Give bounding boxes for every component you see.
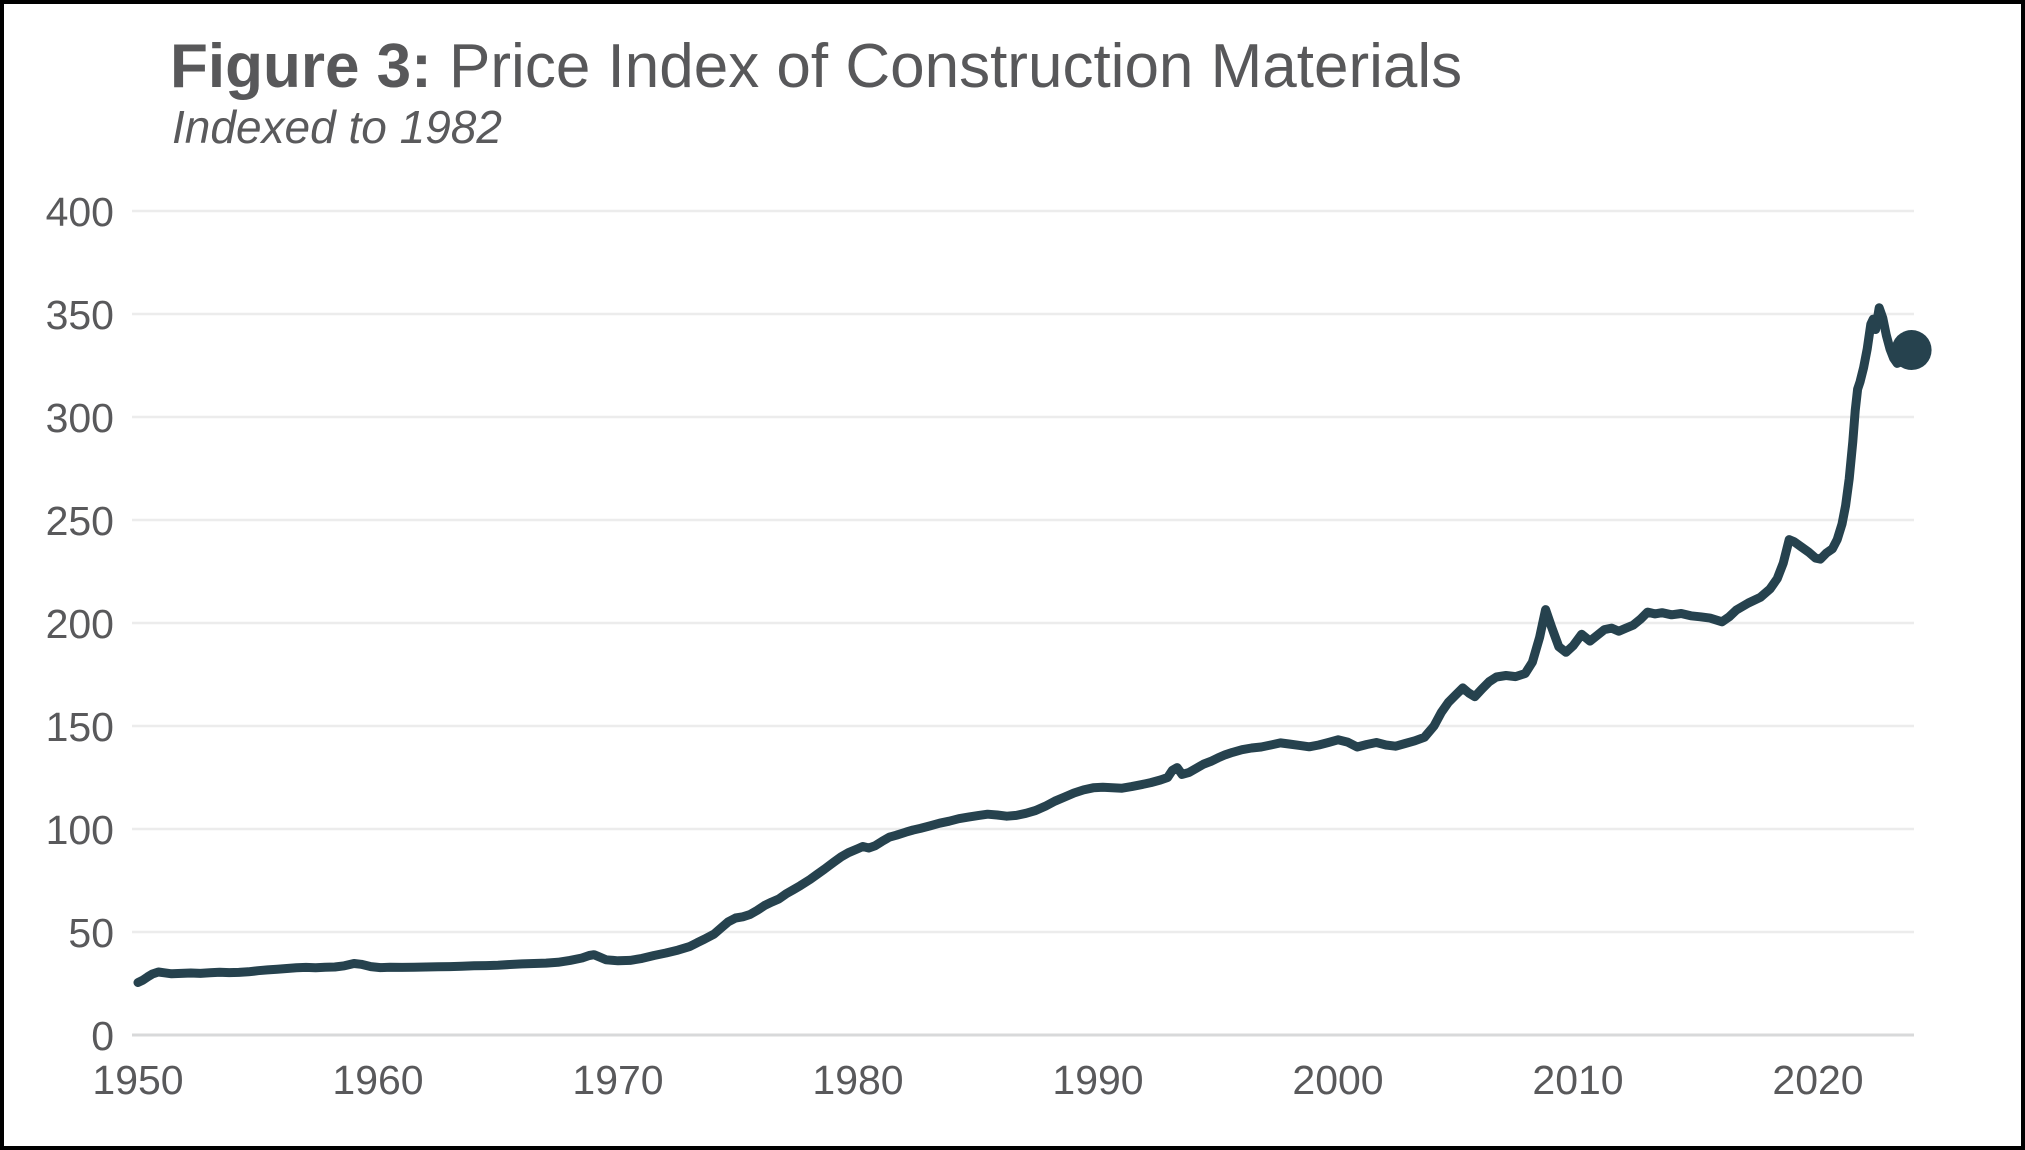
x-tick-label: 1980 xyxy=(812,1057,903,1103)
figure-title: Figure 3: Price Index of Construction Ma… xyxy=(170,32,1463,101)
y-tick-label: 400 xyxy=(46,189,114,235)
series-group xyxy=(133,303,1932,987)
figure-number-label: Figure 3: xyxy=(170,32,432,101)
x-tick-label: 2020 xyxy=(1772,1057,1863,1103)
y-tick-label: 150 xyxy=(46,704,114,750)
x-tick-label: 2010 xyxy=(1532,1057,1623,1103)
x-tick-label: 1950 xyxy=(92,1057,183,1103)
y-axis-labels: 0 50 100 150 200 250 300 350 400 xyxy=(46,189,114,1059)
x-tick-label: 1970 xyxy=(572,1057,663,1103)
gridlines-group xyxy=(132,209,1914,1037)
figure-title-text: Price Index of Construction Materials xyxy=(431,32,1463,101)
price-index-line xyxy=(133,303,1917,987)
y-tick-label: 200 xyxy=(46,601,114,647)
line-chart: 0 50 100 150 200 250 300 350 400 1950 1960 1970 198… xyxy=(46,189,1932,1103)
y-tick-label: 250 xyxy=(46,498,114,544)
y-tick-label: 300 xyxy=(46,395,114,441)
y-tick-label: 100 xyxy=(46,807,114,853)
figure-subtitle: Indexed to 1982 xyxy=(172,100,502,153)
x-axis-labels: 1950 1960 1970 1980 1990 2000 2010 2020 xyxy=(92,1057,1863,1103)
end-point-marker xyxy=(1891,330,1932,371)
x-tick-label: 1960 xyxy=(332,1057,423,1103)
y-tick-label: 350 xyxy=(46,292,114,338)
y-tick-label: 50 xyxy=(68,910,114,956)
y-tick-label: 0 xyxy=(91,1013,114,1059)
x-tick-label: 2000 xyxy=(1292,1057,1383,1103)
x-tick-label: 1990 xyxy=(1052,1057,1143,1103)
figure-header: Figure 3: Price Index of Construction Ma… xyxy=(170,32,1463,153)
